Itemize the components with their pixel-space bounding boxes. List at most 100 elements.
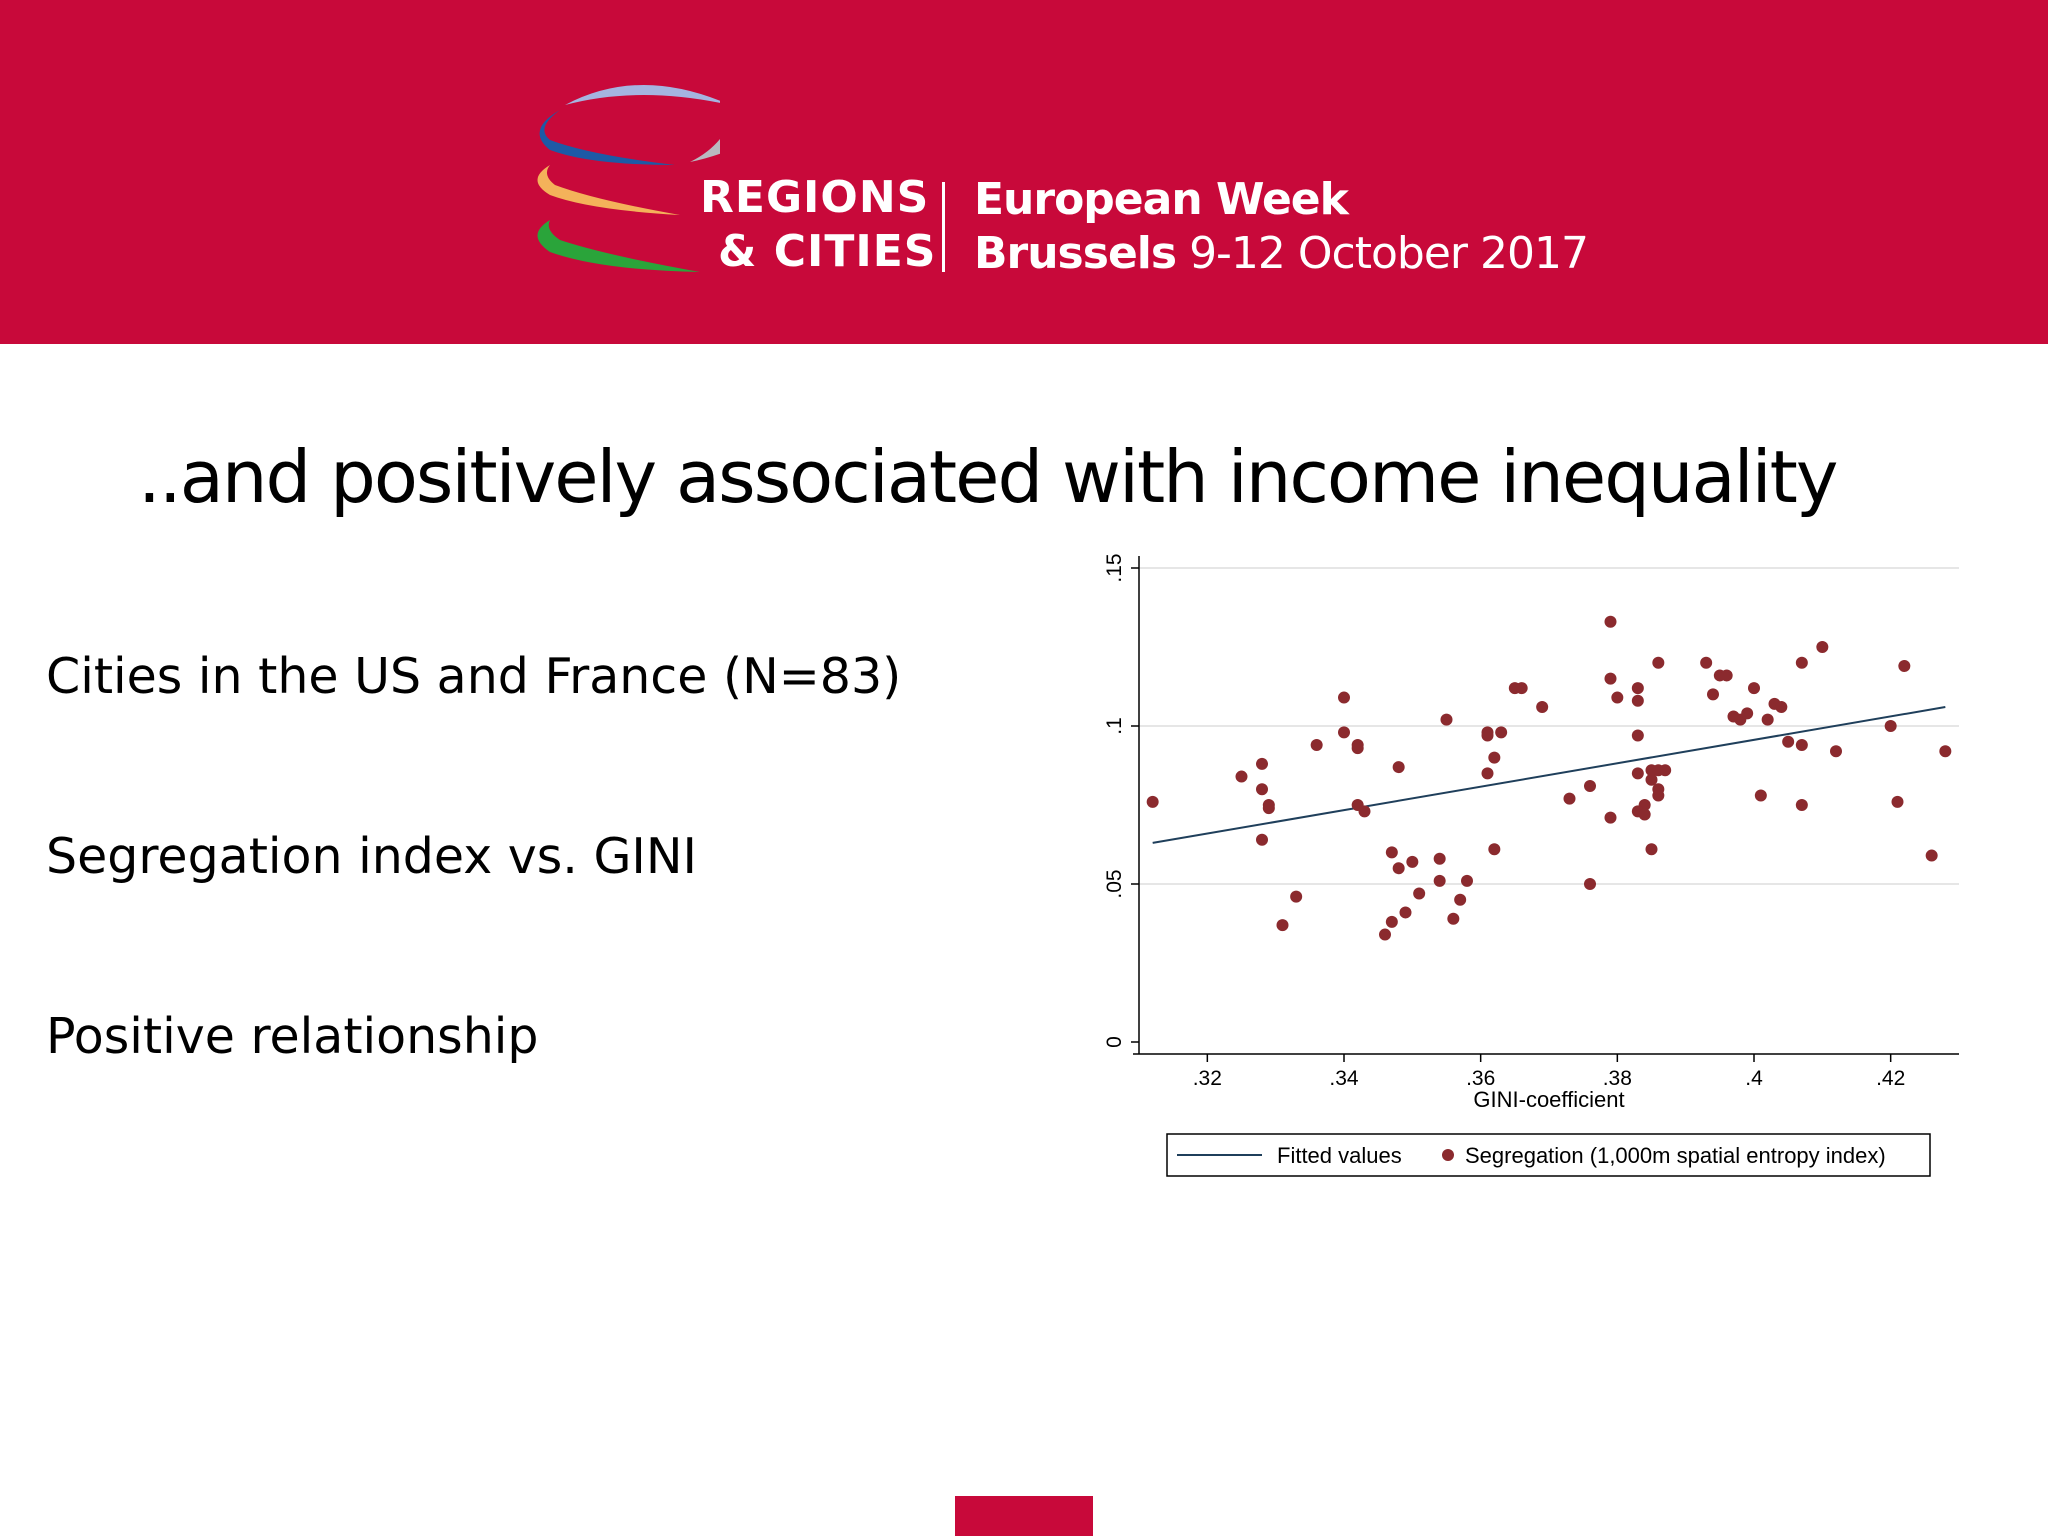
data-point	[1604, 811, 1617, 824]
data-point	[1584, 878, 1596, 890]
x-tick-label: .38	[1603, 1067, 1632, 1090]
data-point	[1536, 701, 1549, 714]
data-point	[1754, 789, 1767, 802]
data-point	[1741, 707, 1754, 720]
data-point	[1891, 795, 1904, 808]
data-point	[1748, 682, 1760, 695]
regions-cities-logo-icon	[537, 85, 720, 272]
data-point	[1816, 641, 1829, 653]
data-point	[1638, 808, 1651, 821]
data-point	[1652, 783, 1665, 796]
data-point	[1447, 912, 1460, 925]
data-point	[1795, 738, 1808, 751]
data-point	[1351, 742, 1364, 755]
data-point	[1433, 852, 1446, 865]
x-tick-label: .42	[1876, 1067, 1905, 1090]
chart-svg: 0 .05 .1 .15 .32 .34 .36 .38 .4 .42 GINI-coefficie…	[1103, 553, 1959, 1177]
data-point	[1707, 688, 1719, 701]
legend-label-fitted: Fitted values	[1277, 1143, 1402, 1168]
data-point	[1392, 862, 1405, 875]
data-point	[1604, 615, 1617, 628]
scatter-chart: 0 .05 .1 .15 .32 .34 .36 .38 .4 .42 GINI-coefficie…	[1072, 548, 1982, 1208]
data-point	[1631, 682, 1644, 695]
data-point	[1515, 682, 1528, 695]
data-point	[1761, 713, 1774, 726]
data-point	[1795, 799, 1808, 811]
data-point	[1262, 802, 1275, 815]
data-point	[1146, 795, 1159, 808]
data-point	[1385, 915, 1398, 928]
plot-area	[1139, 560, 1959, 1042]
y-tick-label: .1	[1103, 717, 1126, 735]
legend-dot-swatch	[1442, 1149, 1454, 1161]
data-point	[1720, 669, 1733, 682]
bullet-3: Positive relationship	[46, 1008, 539, 1065]
data-point	[1631, 729, 1644, 742]
data-point	[1775, 701, 1788, 714]
data-point	[1358, 805, 1371, 818]
data-point	[1925, 849, 1938, 862]
event-location-date: Brussels 9-12 October 2017	[974, 228, 1589, 279]
data-point	[1276, 919, 1289, 932]
data-point	[1399, 906, 1412, 919]
data-point	[1461, 874, 1473, 887]
data-point	[1782, 735, 1795, 748]
data-point	[1379, 928, 1391, 941]
event-name: European Week	[974, 174, 1349, 225]
data-point	[1454, 893, 1467, 906]
data-point	[1256, 783, 1268, 796]
event-dates: 9-12 October 2017	[1189, 228, 1589, 279]
data-point	[1338, 691, 1350, 704]
data-point	[1385, 846, 1398, 859]
data-point	[1884, 720, 1897, 732]
data-point	[1898, 659, 1911, 672]
logo-separator	[942, 182, 945, 272]
data-point	[1700, 656, 1713, 669]
data-point	[1830, 745, 1842, 758]
event-city: Brussels	[974, 228, 1177, 279]
x-tick-label: .34	[1329, 1067, 1359, 1090]
logo-line-2: & CITIES	[718, 226, 937, 277]
data-point	[1631, 767, 1644, 780]
x-tick-label: .32	[1193, 1067, 1222, 1090]
data-point	[1440, 713, 1453, 726]
data-point	[1488, 843, 1501, 856]
data-point	[1310, 738, 1323, 751]
slide-title: ..and positively associated with income …	[138, 435, 1839, 519]
data-point	[1495, 726, 1508, 739]
data-point	[1652, 656, 1665, 669]
data-point	[1338, 726, 1350, 739]
data-point	[1235, 770, 1248, 783]
data-point	[1645, 773, 1658, 786]
footer-accent-block	[955, 1496, 1093, 1536]
data-point	[1413, 887, 1426, 900]
x-tick-label: .4	[1745, 1067, 1763, 1090]
bullet-1: Cities in the US and France (N=83)	[46, 648, 902, 705]
data-point	[1392, 761, 1405, 774]
data-point	[1256, 757, 1268, 770]
data-point	[1481, 767, 1494, 780]
data-point	[1631, 694, 1644, 707]
data-point	[1611, 691, 1624, 704]
bullet-2: Segregation index vs. GINI	[46, 828, 697, 885]
event-banner: REGIONS & CITIES European Week Brussels …	[0, 0, 2048, 344]
data-point	[1256, 833, 1268, 846]
data-point	[1795, 656, 1808, 669]
data-point	[1488, 751, 1501, 764]
data-point	[1659, 764, 1672, 777]
x-axis-title: GINI-coefficient	[1473, 1087, 1624, 1112]
logo-line-1: REGIONS	[700, 172, 930, 223]
data-point	[1290, 890, 1303, 903]
legend-box	[1166, 1133, 1931, 1177]
data-point	[1645, 843, 1658, 856]
y-tick-label: .15	[1103, 553, 1126, 582]
y-tick-label: 0	[1103, 1036, 1126, 1048]
legend-label-segregation: Segregation (1,000m spatial entropy inde…	[1465, 1143, 1886, 1168]
data-point	[1584, 780, 1596, 793]
fitted-line	[1152, 706, 1946, 844]
y-tick-label: .05	[1103, 869, 1126, 898]
data-point	[1939, 745, 1952, 758]
data-point	[1433, 874, 1446, 887]
data-point	[1406, 855, 1419, 868]
data-point	[1563, 792, 1576, 805]
